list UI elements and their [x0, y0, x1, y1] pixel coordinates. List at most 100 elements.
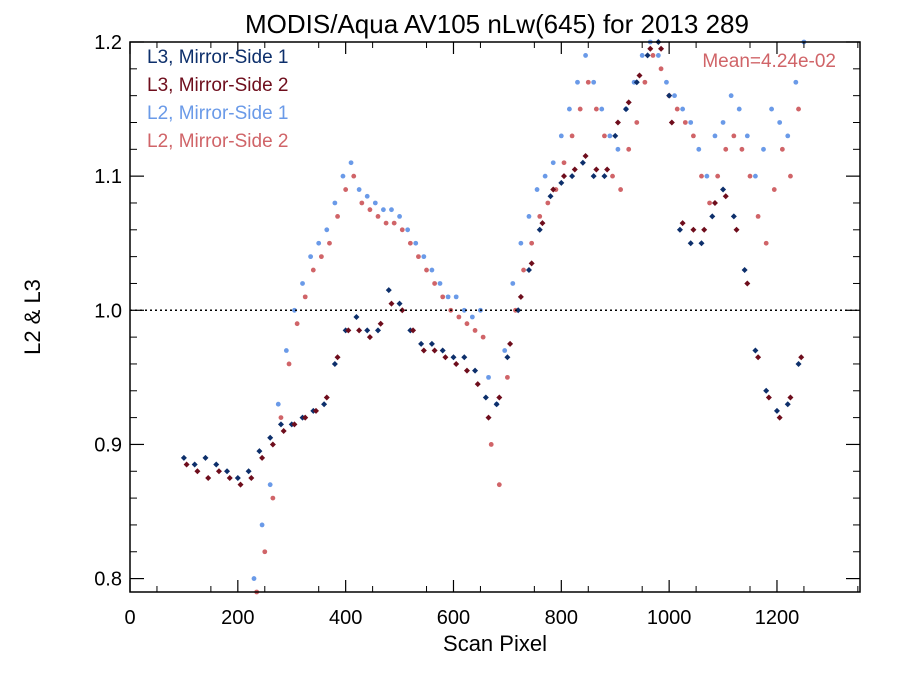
data-point-series-2: [399, 307, 406, 314]
x-tick-label: 600: [437, 607, 470, 629]
data-point-series-1: [795, 360, 802, 367]
data-point-series-1: [450, 354, 457, 361]
x-tick-label: 1200: [755, 607, 800, 629]
data-point-series-2: [507, 340, 514, 347]
data-point-series-2: [647, 45, 654, 52]
data-point-series-1: [752, 347, 759, 354]
data-point-series-4: [569, 133, 575, 139]
data-point-series-2: [291, 421, 298, 428]
data-point-series-3: [542, 173, 548, 179]
data-point-series-3: [348, 160, 354, 166]
data-point-series-3: [340, 173, 346, 179]
y-tick-label: 0.9: [94, 434, 122, 456]
data-point-series-4: [383, 220, 389, 226]
data-point-series-4: [779, 146, 785, 152]
data-point-series-4: [302, 294, 308, 300]
data-point-series-4: [391, 220, 397, 226]
data-point-series-2: [442, 354, 449, 361]
data-point-series-1: [547, 193, 554, 200]
data-point-series-3: [777, 120, 783, 125]
data-point-series-2: [453, 360, 460, 367]
x-tick-label: 0: [124, 607, 135, 629]
data-point-series-3: [356, 187, 362, 192]
data-point-series-3: [558, 133, 564, 139]
data-point-series-2: [722, 193, 729, 200]
data-point-series-1: [375, 327, 382, 334]
data-point-series-4: [626, 146, 632, 152]
data-point-series-2: [733, 226, 740, 233]
data-point-series-4: [691, 133, 696, 139]
data-point-series-4: [351, 173, 357, 179]
data-point-series-4: [658, 66, 664, 72]
data-point-series-2: [711, 199, 718, 206]
data-point-series-3: [680, 106, 686, 112]
data-point-series-3: [704, 173, 710, 179]
data-point-series-2: [604, 166, 611, 173]
data-point-series-2: [237, 481, 244, 488]
data-point-series-2: [496, 394, 503, 401]
data-point-series-1: [558, 179, 565, 186]
data-point-series-3: [259, 522, 265, 528]
data-point-series-3: [575, 79, 580, 85]
y-tick-label: 0.8: [94, 569, 122, 591]
data-point-series-4: [480, 334, 486, 340]
data-point-series-3: [324, 227, 330, 233]
data-point-series-1: [461, 354, 468, 361]
data-point-series-3: [316, 240, 322, 246]
data-point-series-3: [534, 187, 540, 192]
data-point-series-2: [345, 327, 352, 334]
data-point-series-4: [343, 187, 349, 192]
data-point-series-4: [723, 146, 729, 152]
data-point-series-4: [294, 321, 300, 327]
data-point-series-2: [183, 461, 190, 468]
data-point-series-1: [493, 401, 500, 408]
data-point-series-3: [332, 200, 338, 206]
data-point-series-2: [614, 119, 621, 126]
data-point-series-1: [623, 106, 630, 113]
data-point-series-2: [582, 153, 589, 160]
data-point-series-2: [636, 72, 643, 79]
data-point-series-2: [474, 381, 481, 388]
data-point-series-1: [773, 407, 780, 414]
data-point-series-2: [323, 394, 330, 401]
data-point-series-3: [753, 173, 758, 179]
data-point-series-4: [375, 213, 381, 219]
data-point-series-2: [690, 226, 697, 233]
data-point-series-4: [610, 173, 615, 179]
data-point-series-2: [248, 474, 255, 481]
data-point-series-1: [267, 434, 274, 441]
data-point-series-4: [788, 173, 793, 179]
data-point-series-3: [793, 79, 799, 85]
data-point-series-3: [761, 146, 766, 152]
data-point-series-4: [715, 173, 721, 179]
data-point-series-4: [440, 294, 446, 300]
data-point-series-1: [569, 173, 576, 180]
data-point-series-2: [269, 441, 276, 448]
data-point-series-2: [701, 226, 708, 233]
data-point-series-4: [359, 200, 365, 206]
data-point-series-4: [456, 314, 462, 320]
data-point-series-3: [567, 106, 572, 112]
data-point-series-3: [437, 281, 443, 286]
legend-label-l2-ms2: L2, Mirror-Side 2: [147, 131, 289, 152]
data-point-series-3: [607, 133, 613, 139]
data-point-series-1: [644, 52, 651, 59]
data-point-series-1: [331, 360, 338, 367]
data-point-series-3: [583, 53, 588, 58]
data-point-series-3: [785, 133, 791, 139]
data-point-series-4: [796, 106, 801, 112]
data-point-series-1: [396, 300, 403, 307]
y-tick-label: 1.0: [94, 300, 122, 322]
data-point-series-2: [517, 293, 524, 300]
data-point-series-4: [602, 133, 607, 139]
data-point-series-3: [728, 93, 734, 99]
data-point-series-1: [321, 401, 328, 408]
data-point-series-4: [488, 442, 494, 447]
data-point-series-2: [593, 166, 600, 173]
data-point-series-3: [655, 53, 661, 58]
data-point-series-3: [372, 200, 378, 206]
data-point-series-4: [407, 240, 413, 246]
axis-ticks: 0 200 400 600 800 1000 1200 0.8 0.9 1.0 1.1 1.2: [94, 32, 860, 629]
data-point-series-1: [515, 307, 522, 314]
